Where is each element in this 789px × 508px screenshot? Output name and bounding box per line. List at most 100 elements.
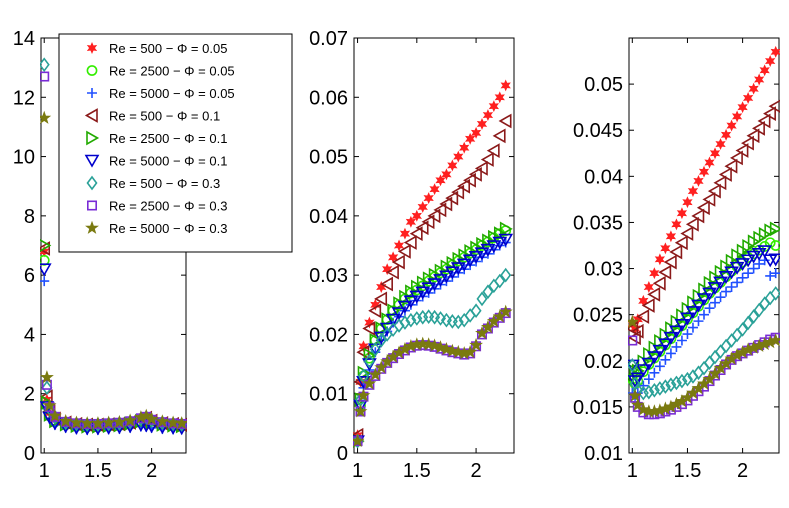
x-tick-label: 1 <box>627 460 638 482</box>
legend-entry: Re = 500 − Φ = 0.05 <box>86 41 227 56</box>
data-point <box>676 207 688 220</box>
data-point <box>498 233 514 247</box>
data-point <box>724 266 739 280</box>
data-point <box>748 263 759 274</box>
data-point <box>737 101 748 114</box>
data-point <box>421 214 435 230</box>
data-point <box>628 314 640 328</box>
data-point <box>415 220 429 236</box>
data-point <box>769 221 780 237</box>
data-point <box>358 340 369 353</box>
series-re5000_phi005 <box>628 255 780 401</box>
data-point <box>674 319 690 332</box>
data-point <box>658 264 672 280</box>
series-re5000_phi03 <box>353 304 513 448</box>
x-tick-label: 2 <box>146 460 157 482</box>
data-point <box>770 286 780 301</box>
data-point <box>101 415 116 429</box>
data-point <box>726 119 737 132</box>
data-point <box>715 292 726 303</box>
legend-marker <box>85 220 99 234</box>
series-re500_phi005 <box>353 79 511 442</box>
data-point <box>474 161 488 176</box>
data-point <box>685 216 699 232</box>
data-point <box>41 380 53 396</box>
legend-label: Re = 500 − Φ = 0.05 <box>109 41 227 56</box>
data-point <box>399 227 411 240</box>
data-point <box>462 254 478 268</box>
data-point <box>40 276 50 287</box>
data-point <box>735 143 749 158</box>
data-point <box>58 413 73 428</box>
legend-entry: Re = 5000 − Φ = 0.1 <box>84 154 227 169</box>
data-point <box>482 109 494 122</box>
legend-marker <box>84 108 98 123</box>
legend-label: Re = 500 − Φ = 0.1 <box>109 109 220 124</box>
legend-label: Re = 5000 − Φ = 0.1 <box>109 154 227 169</box>
legend-label: Re = 500 − Φ = 0.3 <box>109 176 220 191</box>
data-point <box>635 364 651 378</box>
data-point <box>409 290 425 304</box>
data-point <box>385 264 399 280</box>
data-point <box>654 361 665 372</box>
legend-entry: Re = 5000 − Φ = 0.05 <box>87 86 235 101</box>
data-point <box>670 375 682 391</box>
data-point <box>439 196 453 212</box>
data-point <box>453 150 464 163</box>
data-point <box>40 57 50 73</box>
data-point <box>435 311 447 326</box>
data-point <box>696 293 712 307</box>
legend-marker <box>86 65 98 76</box>
data-point <box>391 254 405 270</box>
data-point <box>628 388 642 402</box>
data-point <box>737 272 748 283</box>
data-point <box>500 79 511 92</box>
x-tick-label: 2 <box>471 460 482 482</box>
data-point <box>40 370 54 384</box>
y-tick-label: 14 <box>13 28 35 50</box>
panel-3-axes-frame <box>628 37 780 454</box>
legend-entry: Re = 500 − Φ = 0.3 <box>86 175 220 191</box>
data-point <box>155 414 170 428</box>
data-point <box>397 300 413 314</box>
data-point <box>463 344 478 359</box>
y-tick-label: 10 <box>13 147 35 169</box>
data-point <box>433 340 448 354</box>
y-tick-label: 0.04 <box>584 166 623 188</box>
data-point <box>499 221 513 237</box>
data-point <box>494 273 506 289</box>
panel-2-axes-frame <box>353 37 515 454</box>
data-point <box>741 135 754 151</box>
data-point <box>707 282 723 296</box>
y-tick-label: 0.01 <box>309 384 348 406</box>
data-point <box>452 314 464 330</box>
data-point <box>710 297 721 308</box>
data-point <box>649 367 660 378</box>
data-point <box>468 166 482 182</box>
y-tick-label: 0 <box>337 443 348 465</box>
data-point <box>648 382 660 398</box>
data-point <box>486 240 502 254</box>
data-point <box>40 71 50 82</box>
data-point <box>480 243 496 257</box>
legend-marker <box>84 154 100 168</box>
data-point <box>698 165 710 178</box>
data-point <box>356 388 371 402</box>
data-point <box>370 298 381 311</box>
data-point <box>702 287 717 301</box>
series-re5000_phi03 <box>628 314 780 418</box>
data-point <box>660 354 671 365</box>
data-point <box>654 381 666 396</box>
data-point <box>492 128 506 144</box>
series-re2500_phi01 <box>628 221 780 382</box>
data-point <box>763 106 776 122</box>
data-point <box>630 323 644 339</box>
data-point <box>353 404 368 418</box>
data-point <box>770 45 780 58</box>
data-point <box>469 337 484 352</box>
data-point <box>731 110 743 123</box>
data-point <box>476 291 488 307</box>
y-tick-label: 0.07 <box>309 28 348 50</box>
y-tick-label: 6 <box>24 265 35 287</box>
